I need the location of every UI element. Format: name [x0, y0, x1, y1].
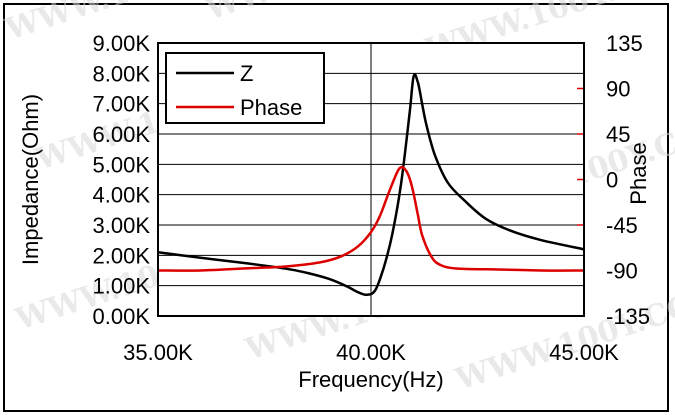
series-line-phase	[157, 165, 585, 272]
y-right-tick-label: 45	[606, 122, 630, 147]
y-right-tick-labels: -135 -90 -45 0 45 90 135	[606, 31, 650, 329]
y-right-tick-label: 135	[606, 31, 643, 56]
x-tick-label: 45.00K	[549, 340, 619, 365]
watermark-text: WWW.100Y.COM.TW	[1, 0, 344, 48]
series-line-z	[157, 73, 585, 297]
x-tick-label: 35.00K	[123, 340, 193, 365]
legend-label-phase: Phase	[240, 95, 302, 120]
legend: Z Phase	[165, 52, 325, 124]
y-left-tick-label: 2.00K	[93, 243, 151, 268]
y-left-tick-label: 8.00K	[93, 61, 151, 86]
grid-lines	[158, 42, 584, 317]
y-left-tick-label: 6.00K	[93, 122, 151, 147]
x-axis-label: Frequency(Hz)	[298, 367, 443, 392]
y-right-tick-label: -135	[606, 304, 650, 329]
x-tick-label: 40.00K	[336, 340, 406, 365]
y-left-tick-label: 4.00K	[93, 183, 151, 208]
y-left-tick-label: 7.00K	[93, 92, 151, 117]
y-right-tick-label: -90	[606, 259, 638, 284]
y-left-tick-label: 3.00K	[93, 213, 151, 238]
legend-label-z: Z	[240, 61, 253, 86]
x-tick-labels: 35.00K 40.00K 45.00K	[123, 340, 619, 365]
y-left-tick-label: 9.00K	[93, 31, 151, 56]
plot-border	[157, 42, 585, 317]
y-left-tick-label: 1.00K	[93, 274, 151, 299]
y-right-axis-label: Phase	[626, 142, 651, 204]
y-left-tick-label: 0.00K	[93, 304, 151, 329]
legend-box	[165, 52, 325, 124]
y-right-tick-label: 0	[606, 168, 618, 193]
y-left-tick-labels: 0.00K 1.00K 2.00K 3.00K 4.00K 5.00K 6.00K 7.00K…	[93, 31, 151, 329]
y-right-tick-label: 90	[606, 77, 630, 102]
series-layer	[157, 73, 585, 297]
y-left-tick-label: 5.00K	[93, 152, 151, 177]
y-right-tick-label: -45	[606, 213, 638, 238]
y-left-axis-label: Impedance(Ohm)	[18, 94, 43, 265]
